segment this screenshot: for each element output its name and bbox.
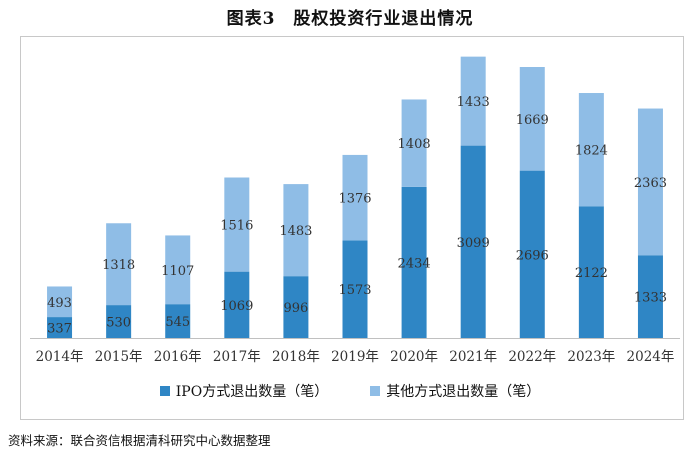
data-label-ipo-4: 996 bbox=[283, 301, 308, 316]
bar-ipo-8 bbox=[519, 170, 545, 338]
bar-ipo-6 bbox=[401, 186, 427, 338]
data-label-other-2: 1107 bbox=[161, 264, 194, 279]
x-tick-label-8: 2022年 bbox=[508, 349, 556, 365]
x-tick-label-7: 2021年 bbox=[449, 349, 497, 365]
legend-label-ipo: IPO方式退出数量（笔） bbox=[175, 384, 329, 400]
data-label-ipo-1: 530 bbox=[106, 316, 131, 331]
bar-ipo-3 bbox=[224, 271, 250, 338]
bar-other-3 bbox=[224, 177, 250, 272]
data-label-ipo-6: 2434 bbox=[398, 256, 431, 271]
bar-ipo-4 bbox=[283, 276, 309, 338]
bar-ipo-1 bbox=[106, 305, 132, 338]
data-label-ipo-5: 1573 bbox=[338, 283, 371, 298]
x-tick-label-10: 2024年 bbox=[627, 349, 675, 365]
x-tick-label-4: 2018年 bbox=[272, 349, 320, 365]
bar-ipo-10 bbox=[637, 255, 663, 338]
x-tick-label-3: 2017年 bbox=[213, 349, 261, 365]
data-label-ipo-2: 545 bbox=[165, 315, 190, 330]
data-label-other-4: 1483 bbox=[279, 224, 312, 239]
x-tick-label-6: 2020年 bbox=[390, 349, 438, 365]
x-tick-label-5: 2019年 bbox=[331, 349, 379, 365]
data-label-other-10: 2363 bbox=[634, 176, 667, 191]
legend-swatch-other bbox=[370, 386, 381, 396]
x-tick-label-9: 2023年 bbox=[567, 349, 615, 365]
bar-ipo-9 bbox=[578, 206, 604, 338]
bar-ipo-5 bbox=[342, 240, 368, 338]
bar-other-5 bbox=[342, 154, 368, 241]
data-label-ipo-8: 2696 bbox=[516, 248, 549, 263]
legend-item-other: 其他方式退出数量（笔） bbox=[370, 381, 540, 401]
data-label-other-7: 1433 bbox=[457, 95, 490, 110]
bar-other-0 bbox=[47, 286, 73, 318]
x-tick-label-0: 2014年 bbox=[36, 349, 84, 365]
bar-ipo-7 bbox=[460, 145, 486, 338]
data-label-other-9: 1824 bbox=[575, 144, 608, 159]
data-label-other-1: 1318 bbox=[102, 258, 135, 273]
chart-legend: IPO方式退出数量（笔） 其他方式退出数量（笔） bbox=[0, 381, 700, 401]
data-label-other-6: 1408 bbox=[398, 137, 431, 152]
legend-swatch-ipo bbox=[159, 386, 170, 396]
x-tick-label-1: 2015年 bbox=[95, 349, 143, 365]
bar-other-2 bbox=[165, 235, 191, 305]
source-note: 资料来源：联合资信根据清科研究中心数据整理 bbox=[8, 433, 271, 448]
chart-frame bbox=[20, 36, 684, 420]
data-label-ipo-3: 1069 bbox=[220, 299, 253, 314]
data-label-other-0: 493 bbox=[47, 296, 72, 311]
bar-other-10 bbox=[637, 108, 663, 256]
data-label-ipo-9: 2122 bbox=[575, 266, 608, 281]
bar-other-6 bbox=[401, 99, 427, 187]
bar-other-7 bbox=[460, 56, 486, 146]
page-title: 图表3 股权投资行业退出情况 bbox=[226, 9, 474, 29]
data-label-ipo-7: 3099 bbox=[457, 236, 490, 251]
legend-item-ipo: IPO方式退出数量（笔） bbox=[159, 381, 329, 401]
stacked-bar-chart: 337 493 2014年 530 1318 2015年 545 1107 2016年 1069 1… bbox=[30, 56, 680, 365]
bar-other-1 bbox=[106, 223, 132, 306]
x-tick-label-2: 2016年 bbox=[154, 349, 202, 365]
bar-ipo-0 bbox=[47, 317, 73, 338]
data-label-other-5: 1376 bbox=[338, 192, 371, 207]
bar-other-4 bbox=[283, 184, 309, 277]
bar-other-9 bbox=[578, 93, 604, 207]
bar-ipo-2 bbox=[165, 304, 191, 338]
bar-other-8 bbox=[519, 67, 545, 171]
data-label-ipo-10: 1333 bbox=[634, 291, 667, 306]
data-label-other-8: 1669 bbox=[516, 113, 549, 128]
data-label-other-3: 1516 bbox=[220, 219, 253, 234]
legend-label-other: 其他方式退出数量（笔） bbox=[386, 384, 541, 400]
data-label-ipo-0: 337 bbox=[47, 322, 72, 337]
